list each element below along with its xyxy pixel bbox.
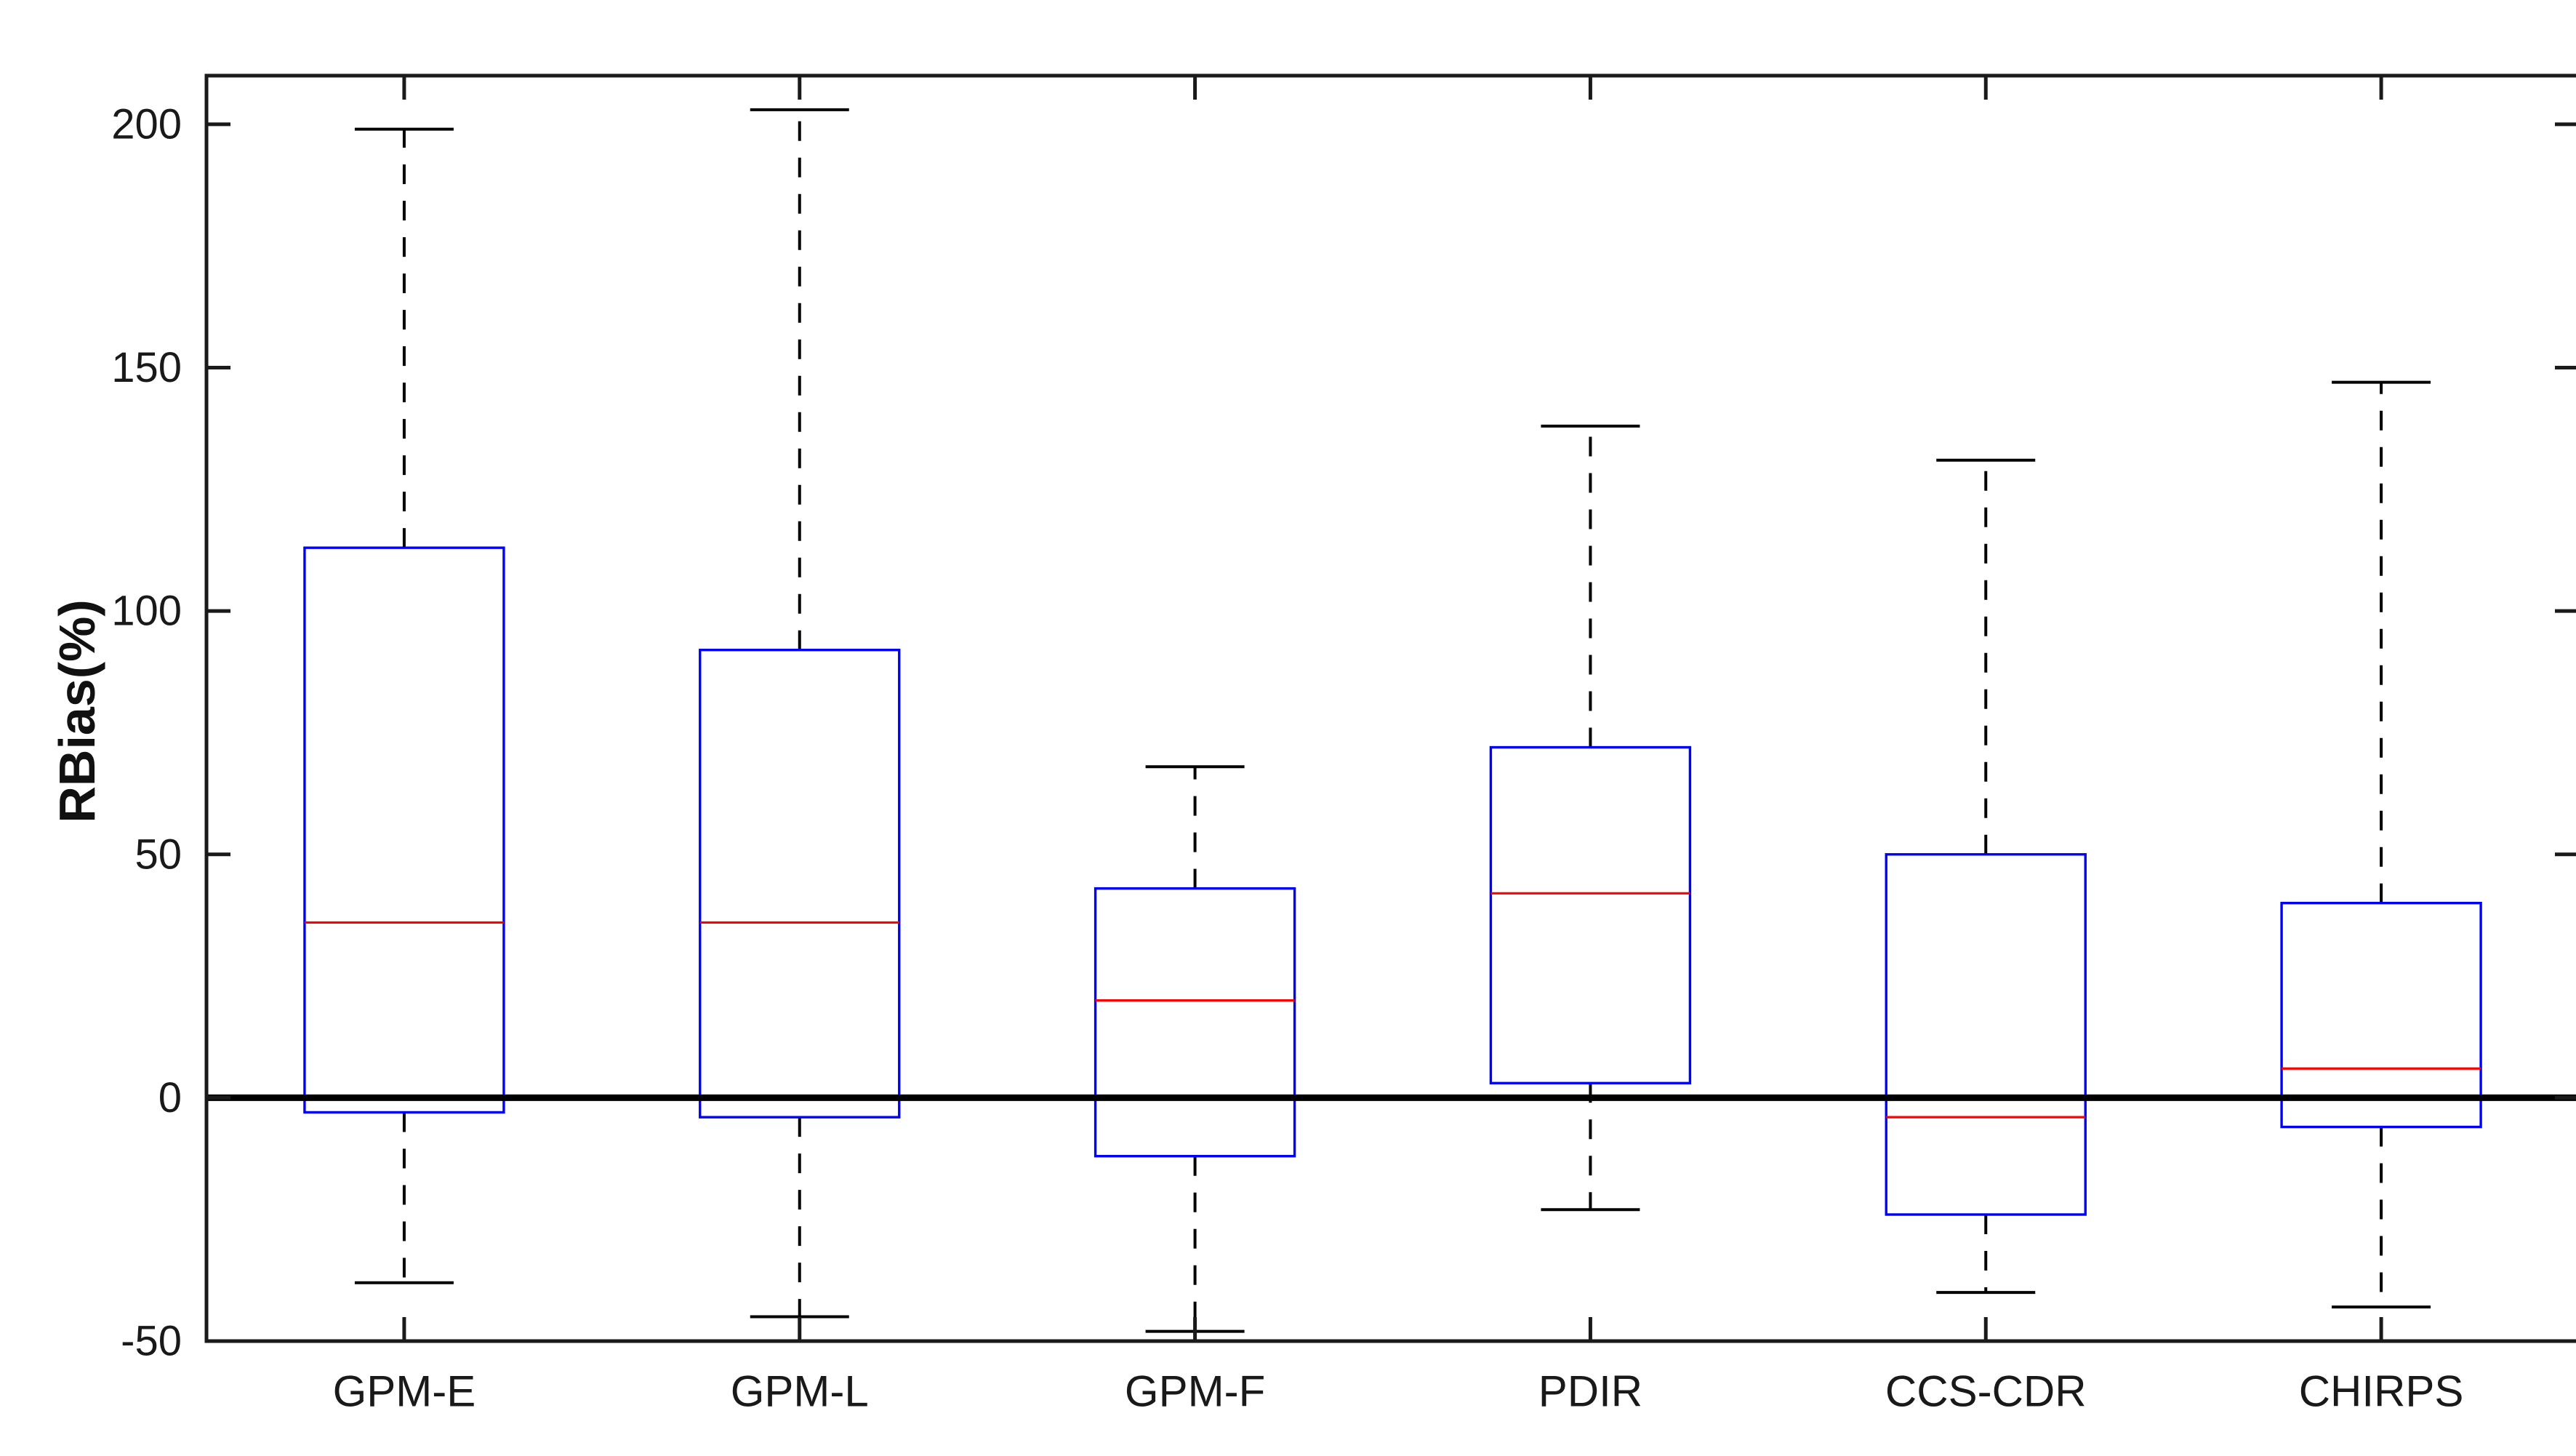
x-category-label: CCS-CDR bbox=[1885, 1367, 2087, 1416]
x-category-label: GPM-F bbox=[1125, 1367, 1265, 1416]
iqr-box bbox=[303, 546, 505, 1114]
plot-area: -50 0 50 100 150 200 GPM-E GPM-L GPM-F PDIR CCS-CD… bbox=[111, 73, 2576, 1416]
y-tick-label: 150 bbox=[111, 344, 182, 391]
x-category-label: GPM-E bbox=[333, 1367, 476, 1416]
iqr-box bbox=[1885, 853, 2087, 1216]
y-tick-label: 0 bbox=[159, 1074, 182, 1121]
x-category-label: PDIR bbox=[1538, 1367, 1642, 1416]
x-category-label: CHIRPS bbox=[2299, 1367, 2464, 1416]
iqr-box bbox=[1094, 887, 1296, 1158]
y-tick-label: -50 bbox=[121, 1318, 182, 1365]
x-category-label: GPM-L bbox=[731, 1367, 869, 1416]
axes-frame bbox=[204, 73, 2576, 1343]
boxplot-canvas: -50 0 50 100 150 200 GPM-E GPM-L GPM-F PDIR CCS-CD… bbox=[49, 73, 2576, 1416]
y-tick-label: 100 bbox=[111, 588, 182, 635]
boxplot-figure: -50 0 50 100 150 200 GPM-E GPM-L GPM-F PDIR CCS-CD… bbox=[29, 12, 2576, 1444]
y-tick-label: 200 bbox=[111, 100, 182, 148]
y-tick-label: 50 bbox=[135, 831, 182, 878]
iqr-box bbox=[1489, 745, 1692, 1085]
iqr-box bbox=[699, 648, 901, 1119]
y-axis-title: RBias(%) bbox=[49, 599, 105, 823]
iqr-box bbox=[2280, 901, 2482, 1129]
